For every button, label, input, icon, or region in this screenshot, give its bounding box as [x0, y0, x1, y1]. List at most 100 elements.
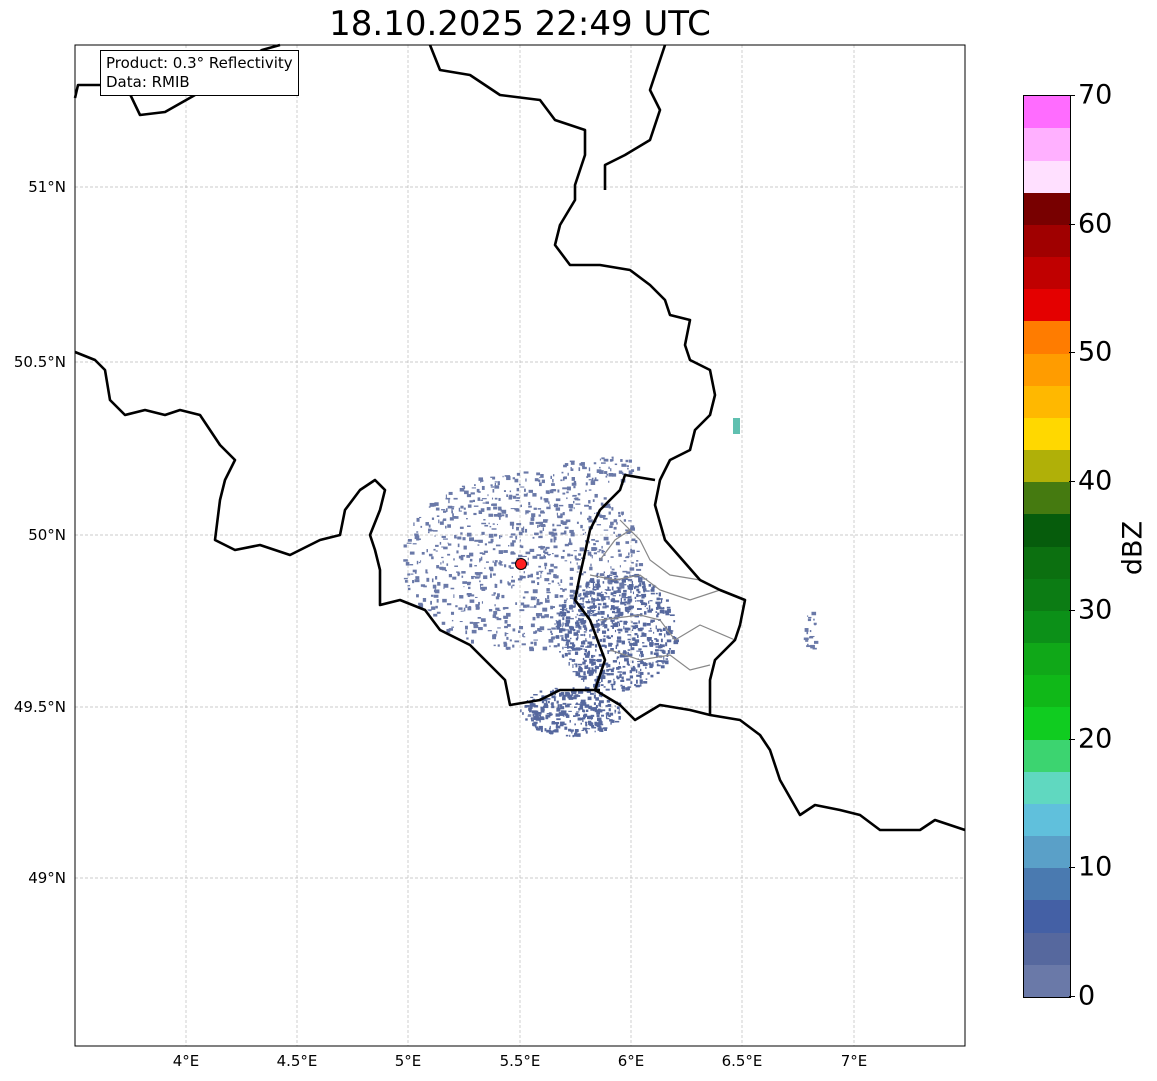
radar-echo	[556, 727, 558, 732]
radar-echo	[588, 614, 594, 616]
radar-echo	[494, 583, 497, 585]
radar-echo	[526, 562, 529, 566]
radar-echo	[457, 572, 461, 575]
colorbar-segment	[1024, 257, 1070, 290]
radar-echo	[641, 642, 645, 644]
radar-echo	[559, 704, 563, 708]
radar-echo	[504, 625, 508, 629]
radar-echo	[538, 570, 544, 572]
radar-echo	[510, 552, 516, 555]
radar-echo	[569, 719, 571, 723]
radar-echo	[591, 725, 595, 728]
radar-echo	[582, 614, 586, 617]
radar-echo	[516, 526, 519, 531]
radar-echo	[548, 700, 550, 704]
radar-echo	[559, 692, 563, 696]
radar-echo	[531, 513, 536, 518]
radar-echo	[463, 607, 466, 612]
radar-echo	[636, 594, 639, 598]
radar-echo	[475, 622, 480, 624]
radar-echo	[631, 625, 636, 627]
radar-echo	[609, 525, 613, 529]
radar-echo	[420, 584, 426, 587]
radar-echo	[445, 525, 447, 529]
radar-echo	[529, 606, 535, 608]
radar-echo	[563, 608, 567, 611]
radar-echo	[603, 517, 608, 520]
radar-echo	[599, 470, 604, 474]
radar-echo	[602, 581, 605, 584]
radar-echo	[592, 614, 594, 616]
radar-echo	[625, 459, 629, 463]
radar-echo	[548, 712, 552, 717]
radar-echo	[592, 605, 597, 609]
radar-echo	[564, 622, 569, 625]
radar-echo	[604, 645, 607, 649]
radar-echo	[535, 613, 541, 617]
radar-echo	[554, 545, 556, 548]
radar-echo	[656, 628, 660, 632]
map-title: 18.10.2025 22:49 UTC	[329, 4, 711, 44]
radar-echo	[491, 528, 497, 530]
radar-echo	[587, 473, 591, 478]
radar-echo	[563, 464, 567, 468]
radar-echo	[610, 635, 613, 638]
radar-echo	[530, 696, 534, 699]
radar-echo	[593, 694, 596, 699]
radar-echo	[621, 585, 624, 587]
radar-echo	[621, 689, 625, 692]
radar-echo	[571, 730, 573, 734]
radar-echo	[538, 479, 541, 483]
radar-echo	[668, 613, 670, 615]
radar-echo	[592, 588, 597, 591]
radar-echo	[629, 675, 634, 679]
radar-echo	[572, 690, 577, 695]
radar-echo	[595, 724, 599, 727]
radar-echo	[608, 473, 614, 477]
colorbar-label: dBZ	[1117, 520, 1149, 576]
radar-echo	[600, 621, 605, 623]
radar-echo	[571, 477, 575, 481]
radar-echo	[528, 489, 534, 493]
radar-echo	[624, 606, 627, 611]
radar-echo	[555, 574, 557, 576]
radar-echo	[478, 491, 481, 493]
radar-echo	[578, 675, 582, 678]
radar-echo	[523, 526, 525, 531]
radar-echo	[640, 661, 645, 665]
radar-echo	[492, 489, 495, 493]
radar-echo	[630, 525, 635, 529]
radar-echo	[441, 621, 446, 625]
radar-echo	[599, 700, 604, 704]
radar-echo	[523, 604, 527, 608]
radar-echo	[636, 608, 642, 610]
radar-echo	[580, 722, 582, 725]
radar-echo	[410, 573, 414, 575]
radar-echo	[538, 521, 544, 525]
radar-echo	[465, 604, 468, 608]
radar-echo	[617, 650, 621, 654]
radar-echo	[640, 579, 643, 582]
radar-echo	[590, 594, 592, 597]
radar-echo	[480, 508, 485, 512]
radar-echo	[464, 625, 468, 630]
radar-echo	[414, 571, 417, 574]
radar-echo	[461, 571, 466, 574]
radar-echo	[591, 611, 595, 613]
radar-echo	[420, 560, 422, 562]
radar-echo	[582, 606, 585, 608]
radar-echo	[571, 692, 574, 696]
radar-echo	[604, 596, 610, 598]
colorbar-segment	[1024, 128, 1070, 161]
radar-echo	[556, 623, 561, 627]
radar-echo	[595, 623, 600, 627]
radar-echo	[615, 541, 620, 546]
radar-echo	[611, 621, 614, 624]
radar-echo	[562, 713, 565, 717]
map-frame	[74, 44, 966, 1047]
radar-echo	[536, 571, 539, 576]
radar-echo	[536, 603, 541, 606]
radar-echo	[632, 660, 634, 664]
radar-echo	[492, 548, 496, 551]
radar-echo	[537, 582, 540, 586]
